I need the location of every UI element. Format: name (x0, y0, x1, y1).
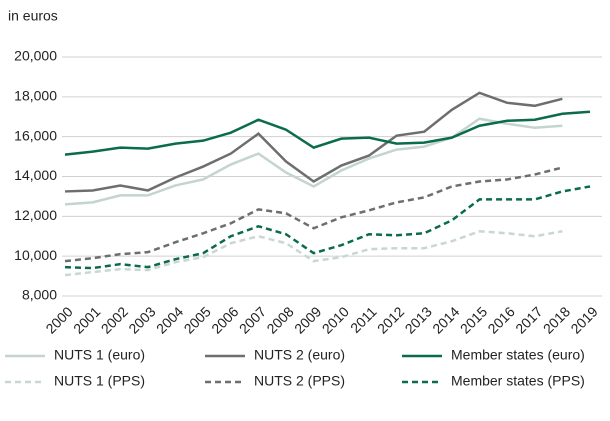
x-tick-label: 2006 (208, 303, 241, 336)
legend-label: NUTS 1 (PPS) (54, 373, 145, 389)
y-tick-label: 10,000 (14, 247, 57, 263)
x-tick-label: 2011 (347, 303, 380, 336)
y-axis-label: in euros (8, 8, 58, 24)
x-tick-label: 2007 (236, 303, 269, 336)
x-tick-label: 2001 (70, 303, 103, 336)
series-line (64, 110, 591, 156)
legend-label: Member states (PPS) (451, 373, 585, 389)
x-tick-label: 2003 (125, 303, 158, 336)
x-tick-label: 2018 (540, 303, 573, 336)
x-tick-label: 2015 (457, 303, 490, 336)
series-line (64, 166, 563, 263)
x-tick-label: 2019 (567, 303, 600, 336)
y-tick-label: 12,000 (14, 207, 57, 223)
x-tick-label: 2004 (153, 303, 186, 336)
x-tick-label: 2012 (374, 303, 407, 336)
x-tick-label: 2010 (319, 303, 352, 336)
y-tick-label: 20,000 (14, 48, 57, 64)
x-tick-label: 2016 (485, 303, 518, 336)
y-tick-label: 18,000 (14, 88, 57, 104)
legend-label: NUTS 2 (PPS) (254, 373, 345, 389)
y-tick-label: 8,000 (22, 287, 57, 303)
legend-label: NUTS 1 (euro) (54, 347, 145, 363)
series-line (64, 230, 563, 277)
x-tick-label: 2008 (263, 303, 296, 336)
x-tick-label: 2000 (42, 303, 75, 336)
x-tick-label: 2002 (98, 303, 131, 336)
x-tick-label: 2013 (402, 303, 435, 336)
y-tick-label: 14,000 (14, 167, 57, 183)
legend-label: Member states (euro) (451, 347, 585, 363)
x-tick-label: 2009 (291, 303, 324, 336)
series-line (64, 91, 563, 193)
series-line (64, 117, 563, 206)
legend-label: NUTS 2 (euro) (254, 347, 345, 363)
x-tick-label: 2017 (512, 303, 545, 336)
x-tick-label: 2014 (429, 303, 462, 336)
y-tick-label: 16,000 (14, 127, 57, 143)
x-tick-label: 2005 (181, 303, 214, 336)
